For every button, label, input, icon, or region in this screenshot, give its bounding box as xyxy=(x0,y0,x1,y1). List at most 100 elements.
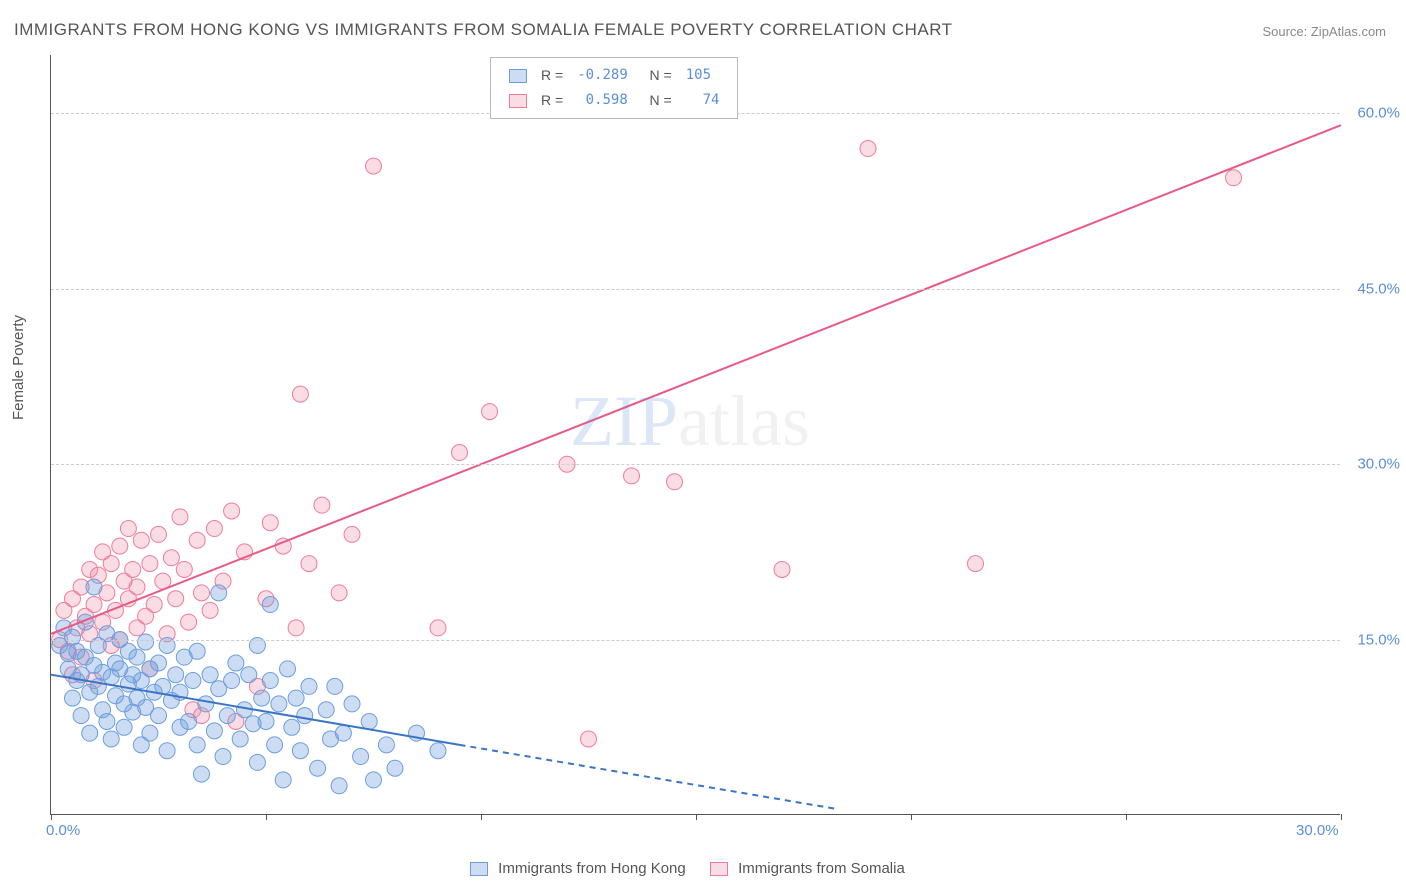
data-point xyxy=(1226,170,1242,186)
data-point xyxy=(65,629,81,645)
data-point xyxy=(86,597,102,613)
data-point xyxy=(275,772,291,788)
legend-r-hk: -0.289 xyxy=(571,64,634,87)
data-point xyxy=(297,708,313,724)
data-point xyxy=(189,737,205,753)
data-point xyxy=(280,661,296,677)
data-point xyxy=(288,620,304,636)
data-point xyxy=(189,643,205,659)
xtick-mark xyxy=(696,814,697,820)
ytick-label: 30.0% xyxy=(1345,456,1400,473)
data-point xyxy=(224,673,240,689)
data-point xyxy=(314,497,330,513)
data-point xyxy=(159,743,175,759)
data-point xyxy=(82,725,98,741)
data-point xyxy=(241,667,257,683)
legend-n-hk: 105 xyxy=(680,64,726,87)
xtick-mark xyxy=(1126,814,1127,820)
xtick-label: 30.0% xyxy=(1296,822,1339,839)
data-point xyxy=(327,678,343,694)
data-point xyxy=(189,532,205,548)
ytick-label: 15.0% xyxy=(1345,631,1400,648)
legend-row-hk: R = -0.289 N = 105 xyxy=(503,64,725,87)
data-point xyxy=(452,445,468,461)
source-label: Source: ZipAtlas.com xyxy=(1262,24,1386,39)
data-point xyxy=(667,474,683,490)
data-point xyxy=(366,772,382,788)
data-point xyxy=(133,532,149,548)
data-point xyxy=(232,731,248,747)
xtick-mark xyxy=(481,814,482,820)
data-point xyxy=(284,719,300,735)
data-point xyxy=(262,597,278,613)
correlation-legend: R = -0.289 N = 105 R = 0.598 N = 74 xyxy=(490,57,738,119)
data-point xyxy=(430,743,446,759)
data-point xyxy=(151,708,167,724)
data-point xyxy=(301,556,317,572)
data-point xyxy=(172,509,188,525)
gridline xyxy=(51,464,1340,465)
legend-n-label: N = xyxy=(636,89,678,112)
data-point xyxy=(129,649,145,665)
data-point xyxy=(288,690,304,706)
legend-r-label: R = xyxy=(535,89,569,112)
data-point xyxy=(262,515,278,531)
data-point xyxy=(129,579,145,595)
data-point xyxy=(267,737,283,753)
data-point xyxy=(860,141,876,157)
data-point xyxy=(968,556,984,572)
xtick-mark xyxy=(266,814,267,820)
xtick-mark xyxy=(51,814,52,820)
data-point xyxy=(344,696,360,712)
data-point xyxy=(310,760,326,776)
data-point xyxy=(331,585,347,601)
data-point xyxy=(254,690,270,706)
data-point xyxy=(198,696,214,712)
data-point xyxy=(103,556,119,572)
legend-r-label: R = xyxy=(535,64,569,87)
data-point xyxy=(211,585,227,601)
xtick-mark xyxy=(1341,814,1342,820)
data-point xyxy=(206,723,222,739)
data-point xyxy=(86,579,102,595)
series-legend: Immigrants from Hong Kong Immigrants fro… xyxy=(450,860,905,877)
data-point xyxy=(249,754,265,770)
data-point xyxy=(430,620,446,636)
data-point xyxy=(482,404,498,420)
data-point xyxy=(262,673,278,689)
data-point xyxy=(116,719,132,735)
legend-label-so: Immigrants from Somalia xyxy=(738,860,905,877)
data-point xyxy=(318,702,334,718)
data-point xyxy=(258,713,274,729)
data-point xyxy=(138,634,154,650)
data-point xyxy=(366,158,382,174)
data-point xyxy=(292,386,308,402)
data-point xyxy=(181,614,197,630)
ytick-label: 45.0% xyxy=(1345,280,1400,297)
data-point xyxy=(181,713,197,729)
data-point xyxy=(73,708,89,724)
data-point xyxy=(168,591,184,607)
legend-swatch-so xyxy=(509,94,527,108)
legend-r-so: 0.598 xyxy=(571,89,634,112)
data-point xyxy=(292,743,308,759)
data-point xyxy=(176,561,192,577)
data-point xyxy=(151,655,167,671)
legend-swatch-hk-bottom xyxy=(470,862,488,876)
data-point xyxy=(65,690,81,706)
trend-line xyxy=(51,125,1341,634)
data-point xyxy=(228,655,244,671)
legend-swatch-hk xyxy=(509,69,527,83)
chart-plot-area: 15.0%30.0%45.0%60.0%0.0%30.0% xyxy=(50,55,1340,815)
legend-swatch-so-bottom xyxy=(710,862,728,876)
gridline xyxy=(51,640,1340,641)
trend-line xyxy=(460,745,838,809)
data-point xyxy=(151,526,167,542)
data-point xyxy=(112,538,128,554)
data-point xyxy=(774,561,790,577)
data-point xyxy=(378,737,394,753)
data-point xyxy=(202,602,218,618)
data-point xyxy=(215,749,231,765)
xtick-label: 0.0% xyxy=(46,822,80,839)
data-point xyxy=(185,673,201,689)
